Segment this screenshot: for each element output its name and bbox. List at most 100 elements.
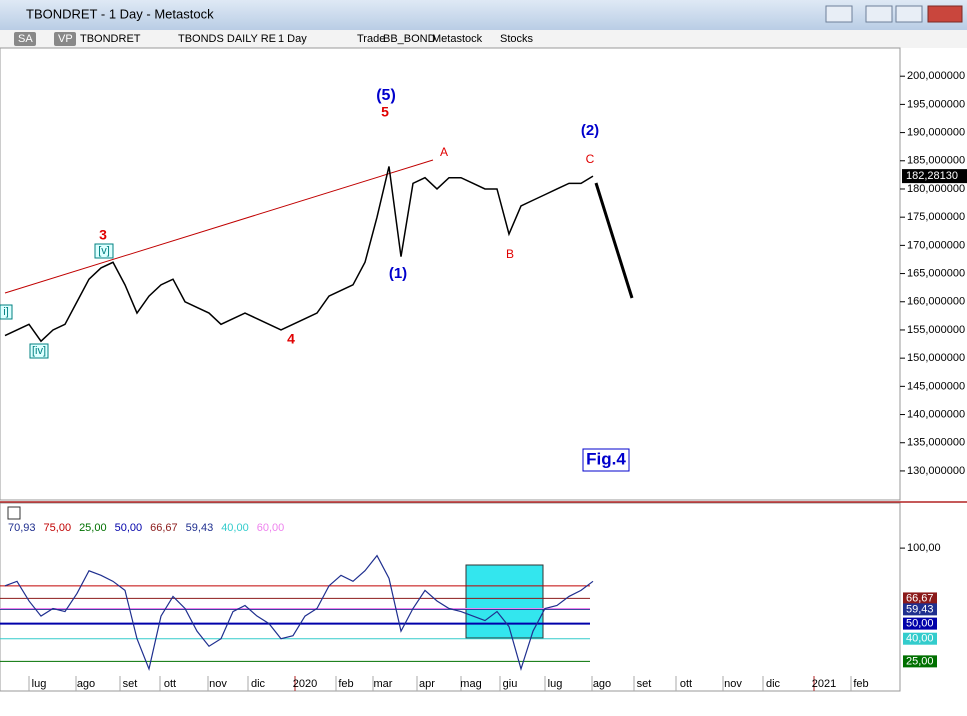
toolbar-button[interactable] <box>14 32 36 46</box>
level-axis-box <box>903 655 937 668</box>
last-price-box <box>902 169 967 184</box>
toolbar <box>0 30 967 48</box>
x-tick-label: 2020 <box>293 678 317 690</box>
y-tick-label: 160,000000 <box>907 296 965 308</box>
x-tick-label: ott <box>680 678 692 690</box>
x-tick-label: mag <box>460 678 481 690</box>
y-tick-label: 150,000000 <box>907 352 965 364</box>
y-tick-label: 140,000000 <box>907 408 965 420</box>
series-line <box>4 554 594 672</box>
x-tick-label: dic <box>766 678 781 690</box>
toolbar-item[interactable]: TBONDS DAILY RE <box>178 33 276 45</box>
trend-line <box>4 159 434 294</box>
y-tick-label: 100,00 <box>907 542 941 554</box>
annotation-box <box>94 243 114 259</box>
x-tick-label: ago <box>593 678 611 690</box>
toolbar-item[interactable]: BB_BOND <box>383 33 436 45</box>
projection-arrow <box>594 182 634 299</box>
wave-label: Fig.4 <box>586 449 626 468</box>
toolbar-item[interactable]: TBONDRET <box>80 33 141 45</box>
toolbar-item[interactable]: Metastock <box>432 33 483 45</box>
series-line <box>4 166 594 343</box>
title-bar <box>0 0 967 30</box>
x-tick-label: giu <box>503 678 518 690</box>
wave-label: (1) <box>389 265 407 282</box>
toolbar-item[interactable]: Trade <box>357 33 385 45</box>
legend-value: 70,93 <box>8 522 36 534</box>
wave-label: C <box>586 152 595 166</box>
annotation-box <box>0 304 13 320</box>
wave-label: [v] <box>98 245 110 257</box>
y-tick-label: 135,000000 <box>907 437 965 449</box>
level-axis-label: 59,43 <box>906 603 934 615</box>
level-axis-label: 25,00 <box>906 655 934 667</box>
toolbar-item[interactable]: SA <box>18 33 33 45</box>
close-indicator[interactable] <box>7 506 21 520</box>
y-tick-label: 165,000000 <box>907 267 965 279</box>
highlight-box <box>465 564 544 639</box>
y-tick-label: 175,000000 <box>907 211 965 223</box>
x-tick-label: feb <box>338 678 353 690</box>
x-tick-label: mar <box>374 678 393 690</box>
x-tick-label: feb <box>853 678 868 690</box>
legend-value: 50,00 <box>115 522 143 534</box>
y-tick-label: 180,000000 <box>907 183 965 195</box>
wave-label: (2) <box>581 122 599 139</box>
price-panel <box>0 47 901 501</box>
wave-label: A <box>440 145 448 159</box>
y-tick-label: 185,000000 <box>907 155 965 167</box>
legend-value: 25,00 <box>79 522 107 534</box>
toolbar-item[interactable]: Stocks <box>500 33 534 45</box>
last-price-label: 182,28130 <box>906 170 958 182</box>
x-tick-label: nov <box>724 678 742 690</box>
level-axis-box <box>903 592 937 605</box>
indicator-panel <box>0 502 901 692</box>
level-axis-label: 50,00 <box>906 618 934 630</box>
annotation-box <box>29 343 49 359</box>
legend-value: 59,43 <box>186 522 214 534</box>
y-tick-label: 145,000000 <box>907 380 965 392</box>
x-tick-label: 2021 <box>812 678 836 690</box>
button[interactable] <box>825 5 853 23</box>
y-tick-label: 170,000000 <box>907 239 965 251</box>
y-tick-label: 200,000000 <box>907 70 965 82</box>
x-tick-label: set <box>123 678 138 690</box>
x-tick-label: lug <box>548 678 563 690</box>
y-tick-label: 130,000000 <box>907 465 965 477</box>
maximize-button[interactable] <box>895 5 923 23</box>
level-axis-label: 40,00 <box>906 633 934 645</box>
window-title: TBONDRET - 1 Day - Metastock <box>26 6 214 21</box>
x-tick-label: apr <box>419 678 435 690</box>
wave-label: (5) <box>376 87 396 104</box>
wave-label: 4 <box>287 331 295 347</box>
y-tick-label: 195,000000 <box>907 98 965 110</box>
level-axis-box <box>903 632 937 645</box>
close-button[interactable] <box>927 5 963 23</box>
wave-label: 5 <box>381 104 389 120</box>
x-tick-label: ott <box>164 678 176 690</box>
y-tick-label: 190,000000 <box>907 126 965 138</box>
wave-label: [iv] <box>32 345 46 357</box>
level-axis-box <box>903 617 937 630</box>
legend-value: 66,67 <box>150 522 178 534</box>
x-tick-label: lug <box>32 678 47 690</box>
minimize-button[interactable] <box>865 5 893 23</box>
level-axis-label: 66,67 <box>906 592 934 604</box>
wave-label: B <box>506 247 514 261</box>
legend-value: 40,00 <box>221 522 249 534</box>
x-tick-label: nov <box>209 678 227 690</box>
wave-label: 3 <box>99 227 107 243</box>
legend-value: 60,00 <box>257 522 285 534</box>
annotation-box <box>582 448 630 472</box>
x-tick-label: dic <box>251 678 266 690</box>
level-axis-box <box>903 603 937 616</box>
legend-value: 75,00 <box>44 522 72 534</box>
toolbar-item[interactable]: 1 Day <box>278 33 307 45</box>
x-tick-label: set <box>637 678 652 690</box>
x-tick-label: ago <box>77 678 95 690</box>
toolbar-button[interactable] <box>54 32 76 46</box>
y-tick-label: 155,000000 <box>907 324 965 336</box>
wave-label: i] <box>3 306 9 318</box>
toolbar-item[interactable]: VP <box>58 33 73 45</box>
